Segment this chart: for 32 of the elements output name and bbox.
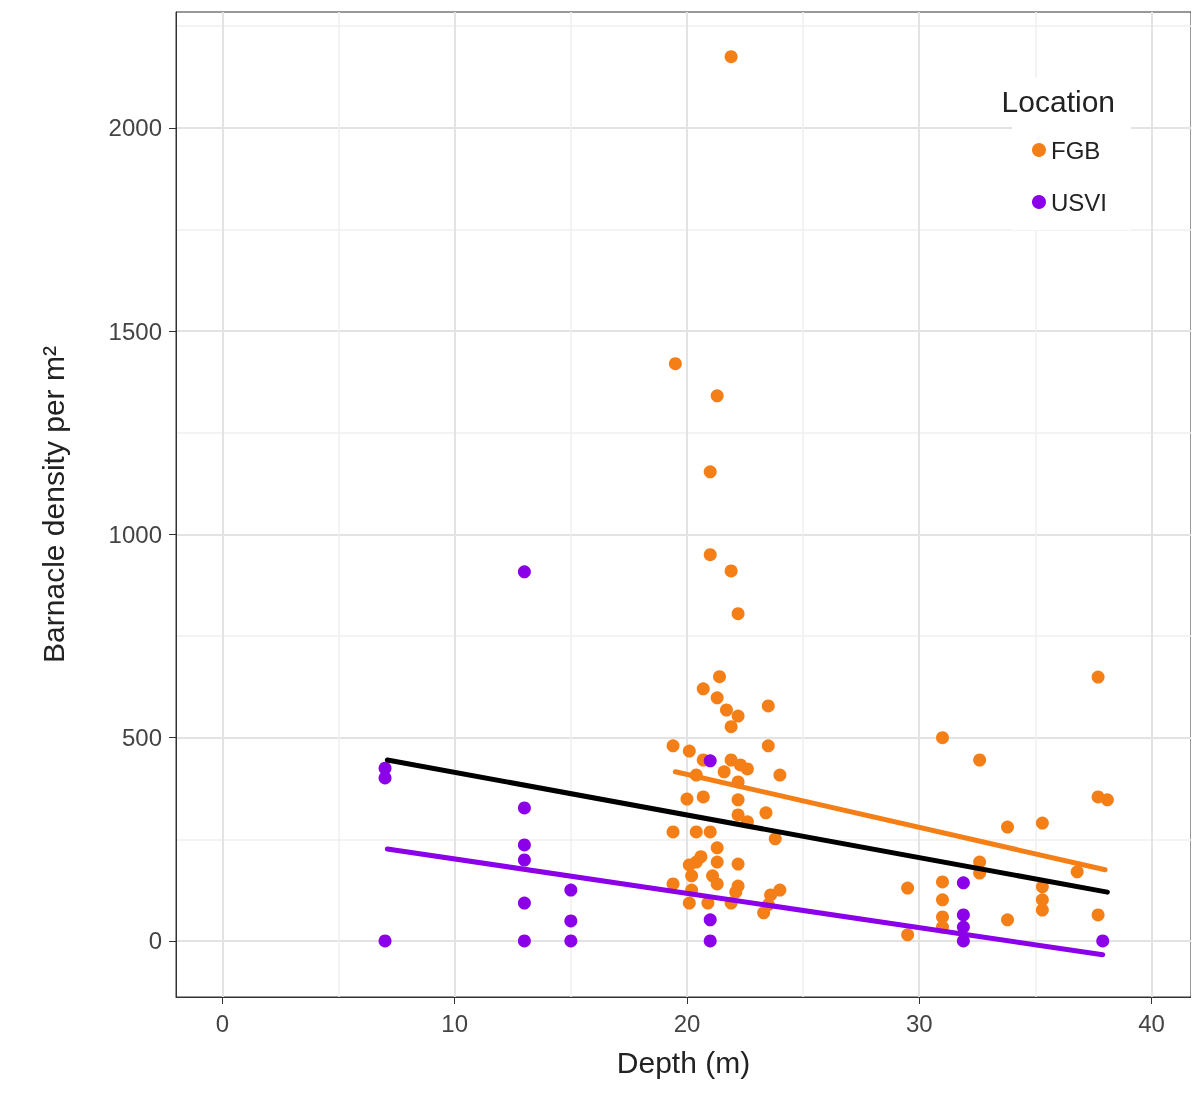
point [517,801,531,815]
x-tick-label: 10 [441,1009,469,1037]
legend-label: FGB [1050,136,1101,164]
legend-label: USVI [1050,188,1107,216]
x-axis-title: Depth (m) [616,1045,751,1079]
y-tick-label: 500 [121,724,162,752]
point [564,914,578,928]
y-axis-title: Barnacle density per m² [36,346,70,663]
y-tick-label: 2000 [108,114,162,142]
point [564,934,578,948]
point [378,934,392,948]
point [517,896,531,910]
point [378,771,392,785]
x-tick-label: 40 [1138,1009,1165,1037]
point [517,853,531,867]
x-tick-label: 30 [905,1009,933,1037]
y-tick-label: 1000 [108,520,162,548]
x-tick-label: 0 [215,1009,230,1037]
point [517,838,531,852]
legend-title: Location [1001,84,1116,118]
x-tick-label: 20 [673,1009,701,1037]
point [956,876,970,890]
point [517,565,531,579]
y-tick-label: 0 [148,927,162,955]
point [703,934,717,948]
point [703,913,717,927]
point [956,908,970,922]
point [517,934,531,948]
point [1096,934,1110,948]
point [956,920,970,934]
y-tick-label: 1500 [108,317,162,345]
point [564,883,578,897]
